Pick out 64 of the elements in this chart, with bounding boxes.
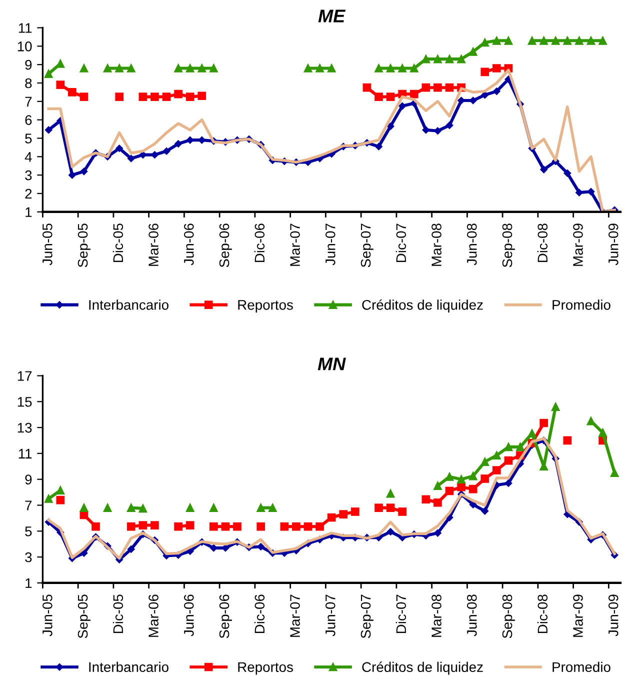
y-tick-label: 5 — [25, 134, 32, 144]
y-tick-label: 11 — [18, 448, 32, 458]
x-tick-label: Jun-06 — [184, 224, 194, 266]
y-tick-label: 4 — [24, 152, 32, 162]
legend-label: Créditos de liquidez — [362, 662, 483, 675]
x-tick-label: Sep-07 — [360, 224, 374, 268]
y-tick-label: 1 — [26, 578, 32, 588]
x-tick-label: Sep-06 — [219, 594, 232, 638]
x-tick-label: Dic-07 — [396, 224, 406, 262]
x-tick-label: Sep-08 — [502, 224, 515, 268]
x-tick-label: Sep-06 — [219, 224, 232, 268]
y-tick-label: 17 — [18, 371, 32, 381]
legend-label: Promedio — [552, 662, 610, 672]
x-tick-label: Dic-08 — [537, 224, 548, 262]
y-tick-label: 11 — [18, 23, 32, 33]
y-tick-label: 1 — [26, 207, 32, 217]
x-tick-label: Sep-07 — [360, 594, 374, 638]
x-tick-label: Mar-06 — [148, 594, 158, 637]
x-tick-label: Mar-07 — [290, 224, 300, 266]
x-tick-label: Dic-06 — [254, 224, 265, 262]
y-tick-label: 7 — [25, 500, 32, 510]
x-tick-label: Jun-09 — [608, 224, 618, 266]
y-tick-label: 9 — [25, 474, 32, 484]
legend-label: Créditos de liquidez — [362, 299, 483, 313]
x-tick-label: Dic-08 — [537, 594, 548, 633]
y-tick-label: 5 — [25, 526, 32, 536]
y-tick-label: 7 — [25, 96, 32, 106]
y-tick-label: 13 — [18, 422, 32, 433]
x-tick-label: Jun-08 — [466, 594, 477, 636]
x-tick-label: Jun-07 — [325, 224, 336, 266]
x-tick-label: Sep-05 — [78, 224, 90, 268]
x-tick-label: Jun-05 — [42, 224, 52, 266]
y-tick-label: 15 — [18, 397, 32, 407]
x-tick-label: Dic-07 — [396, 594, 406, 633]
x-tick-label: Mar-09 — [573, 224, 583, 266]
y-tick-label: 9 — [25, 60, 32, 70]
y-tick-label: 3 — [25, 552, 32, 562]
legend-label: Reportos — [238, 300, 293, 313]
y-tick-label: 3 — [25, 170, 32, 180]
x-tick-label: Sep-08 — [502, 594, 515, 638]
x-tick-label: Sep-05 — [78, 594, 90, 638]
chart-title: ME — [318, 10, 346, 22]
y-tick-label: 8 — [25, 78, 32, 88]
x-tick-label: Dic-05 — [112, 224, 124, 262]
x-tick-label: Jun-05 — [42, 594, 52, 636]
x-tick-label: Jun-08 — [466, 224, 477, 266]
y-tick-label: 6 — [25, 115, 32, 125]
x-tick-label: Mar-06 — [148, 224, 158, 266]
x-tick-label: Mar-08 — [432, 594, 442, 637]
x-tick-label: Jun-07 — [325, 594, 336, 636]
legend-label: Interbancario — [89, 662, 168, 672]
legend-label: Interbancario — [89, 300, 168, 310]
x-tick-label: Jun-06 — [184, 594, 194, 636]
chart-title: MN — [318, 358, 346, 370]
x-tick-label: Jun-09 — [608, 594, 618, 636]
y-tick-label: 10 — [18, 42, 32, 52]
x-tick-label: Mar-09 — [573, 594, 583, 637]
x-tick-label: Mar-07 — [290, 594, 300, 637]
x-tick-label: Mar-08 — [432, 224, 442, 266]
y-tick-label: 2 — [25, 188, 32, 199]
legend-label: Promedio — [552, 300, 610, 310]
legend-label: Reportos — [238, 662, 293, 675]
x-tick-label: Dic-05 — [112, 594, 124, 633]
x-tick-label: Dic-06 — [254, 594, 265, 633]
